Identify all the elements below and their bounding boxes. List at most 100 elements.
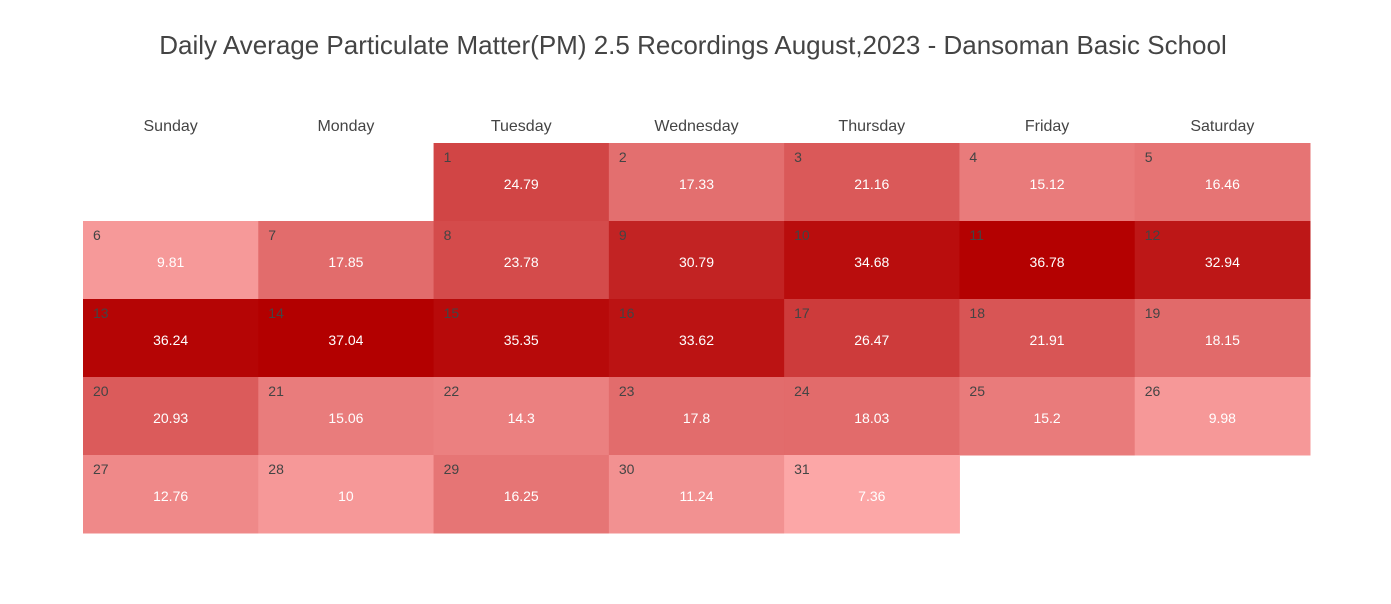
- heat-cell: [433, 455, 610, 534]
- heat-cell: [433, 299, 610, 378]
- value-label: 9.81: [157, 254, 184, 270]
- day-number-label: 6: [93, 227, 101, 243]
- heat-cell: [959, 143, 1136, 222]
- day-number-label: 25: [969, 383, 985, 399]
- day-cell: 29 16.25: [433, 455, 610, 534]
- value-label: 15.2: [1033, 410, 1060, 426]
- weekday-header: Sunday: [144, 118, 198, 135]
- value-label: 12.76: [153, 488, 188, 504]
- day-number-label: 2: [619, 149, 627, 165]
- value-label: 20.93: [153, 410, 188, 426]
- day-number-label: 24: [794, 383, 810, 399]
- day-cell: 14 37.04: [258, 299, 435, 378]
- heat-cell: [608, 377, 785, 456]
- heat-cell: [784, 299, 960, 378]
- day-cell: 19 18.15: [1134, 299, 1311, 378]
- day-number-label: 15: [444, 305, 460, 321]
- value-label: 35.35: [504, 332, 539, 348]
- heat-cell: [1134, 221, 1311, 300]
- value-label: 7.36: [858, 488, 885, 504]
- heat-cell: [608, 455, 785, 534]
- day-cell: 16 33.62: [608, 299, 785, 378]
- day-cell: 415.12: [959, 143, 1136, 222]
- value-label: 23.78: [504, 254, 539, 270]
- day-cell: 27 12.76: [83, 455, 259, 534]
- day-cell: 30 11.24: [608, 455, 785, 534]
- heat-cell: [1134, 299, 1311, 378]
- day-number-label: 30: [619, 461, 635, 477]
- day-cell: 17 26.47: [784, 299, 960, 378]
- chart-title: Daily Average Particulate Matter(PM) 2.5…: [159, 30, 1227, 60]
- day-number-label: 29: [444, 461, 460, 477]
- weekday-header: Monday: [317, 118, 374, 135]
- day-cell: 23 17.8: [608, 377, 785, 456]
- day-number-label: 1: [444, 149, 452, 165]
- heat-cell: [608, 221, 785, 300]
- value-label: 18.15: [1205, 332, 1240, 348]
- day-number-label: 4: [969, 149, 977, 165]
- day-number-label: 10: [794, 227, 810, 243]
- day-cell: 20 20.93: [83, 377, 259, 456]
- day-number-label: 11: [969, 227, 984, 243]
- value-label: 37.04: [328, 332, 363, 348]
- day-cell: 13 36.24: [83, 299, 259, 378]
- value-label: 10: [338, 488, 354, 504]
- heat-cell: [959, 377, 1136, 456]
- value-label: 34.68: [854, 254, 889, 270]
- value-label: 16.46: [1205, 176, 1240, 192]
- value-label: 16.25: [504, 488, 539, 504]
- day-cell: 717.85: [258, 221, 435, 300]
- heat-cell: [83, 299, 259, 378]
- day-number-label: 16: [619, 305, 635, 321]
- value-label: 11.24: [680, 488, 714, 504]
- day-cell: 321.16: [784, 143, 960, 222]
- heat-cell: [959, 299, 1136, 378]
- day-cell: 69.81: [83, 221, 259, 300]
- heat-cell: [608, 299, 785, 378]
- value-label: 17.85: [328, 254, 363, 270]
- day-number-label: 26: [1145, 383, 1161, 399]
- day-cell: 10 34.68: [784, 221, 960, 300]
- day-number-label: 13: [93, 305, 109, 321]
- value-label: 24.79: [504, 176, 539, 192]
- heat-cell: [433, 221, 610, 300]
- value-label: 21.91: [1030, 332, 1065, 348]
- day-number-label: 28: [268, 461, 284, 477]
- heat-cell: [258, 377, 435, 456]
- day-cell: 18 21.91: [959, 299, 1136, 378]
- heat-cell: [433, 143, 610, 222]
- heat-cell: [784, 455, 960, 534]
- day-number-label: 12: [1145, 227, 1161, 243]
- day-number-label: 20: [93, 383, 109, 399]
- heat-cell: [83, 455, 259, 534]
- heat-cell: [608, 143, 785, 222]
- day-cell: 28 10: [258, 455, 435, 534]
- value-label: 17.8: [683, 410, 710, 426]
- value-label: 30.79: [679, 254, 714, 270]
- day-number-label: 17: [794, 305, 810, 321]
- day-cell: 269.98: [1134, 377, 1311, 456]
- day-number-label: 18: [969, 305, 985, 321]
- day-number-label: 23: [619, 383, 635, 399]
- day-number-label: 14: [268, 305, 284, 321]
- value-label: 36.78: [1030, 254, 1065, 270]
- heat-cell: [83, 221, 259, 300]
- heat-cell: [1134, 143, 1311, 222]
- heat-cell: [784, 221, 960, 300]
- day-number-label: 19: [1145, 305, 1161, 321]
- heat-cell: [433, 377, 610, 456]
- weekday-header: Thursday: [838, 118, 905, 135]
- day-cell: 823.78: [433, 221, 610, 300]
- day-cell: 15 35.35: [433, 299, 610, 378]
- day-cell: 516.46: [1134, 143, 1311, 222]
- day-number-label: 8: [444, 227, 452, 243]
- day-cell: 124.79: [433, 143, 610, 222]
- weekday-header: Friday: [1025, 118, 1069, 135]
- day-cell: 11 36.78: [959, 221, 1136, 300]
- day-cell: 317.36: [784, 455, 960, 534]
- day-number-label: 21: [268, 383, 284, 399]
- day-cell: 24 18.03: [784, 377, 960, 456]
- value-label: 21.16: [854, 176, 889, 192]
- value-label: 15.12: [1030, 176, 1065, 192]
